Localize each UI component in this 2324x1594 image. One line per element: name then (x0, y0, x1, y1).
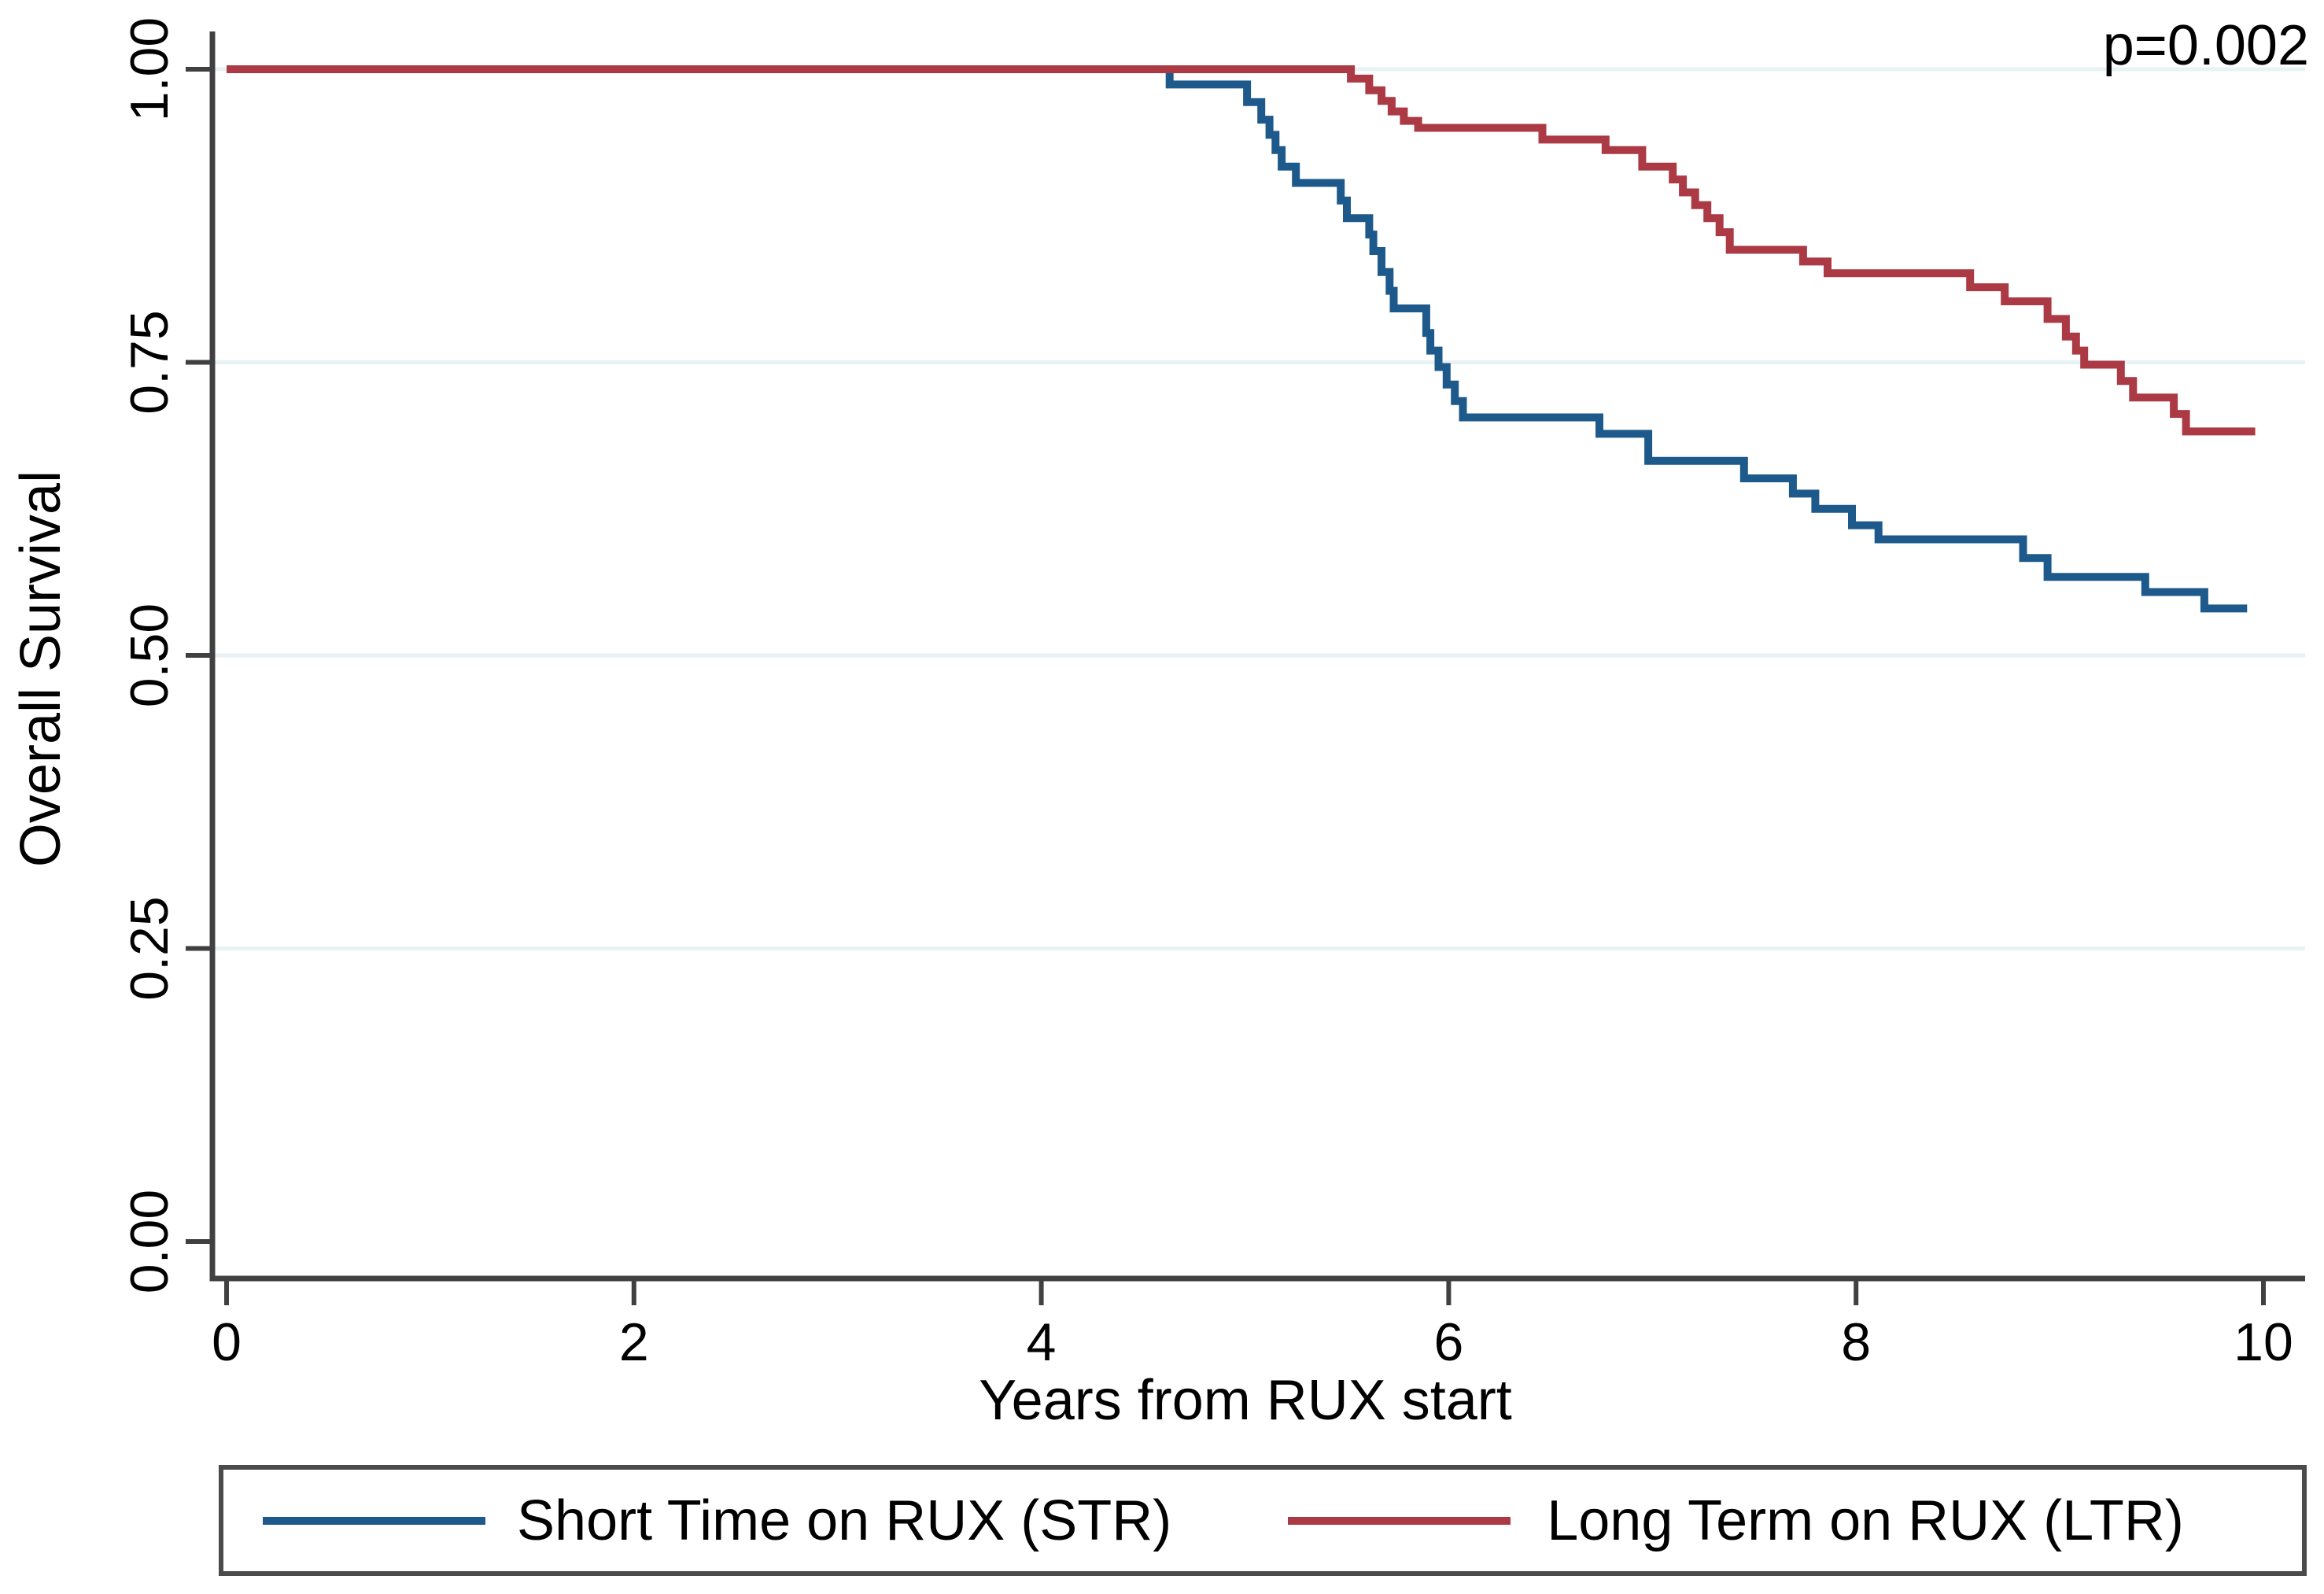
x-tick-label-4: 4 (1027, 1312, 1057, 1372)
x-tick-label-2: 2 (619, 1312, 649, 1372)
ltr-line-swatch (1288, 1516, 1511, 1525)
legend: Short Time on RUX (STR) Long Term on RUX… (219, 1465, 2307, 1576)
x-tick-label-10: 10 (2234, 1312, 2293, 1372)
x-tick-label-6: 6 (1433, 1312, 1463, 1372)
x-axis-title: Years from RUX start (979, 1369, 1512, 1432)
legend-item-ltr: Long Term on RUX (LTR) (1288, 1489, 2184, 1553)
legend-item-str: Short Time on RUX (STR) (263, 1489, 1171, 1553)
y-axis-title: Overall Survival (9, 470, 72, 868)
y-tick-label-0.75: 0.75 (120, 310, 179, 414)
str-survival-curve (227, 65, 2248, 613)
p-value-annotation: p=0.002 (2102, 14, 2309, 77)
legend-label-ltr: Long Term on RUX (LTR) (1547, 1489, 2184, 1552)
y-tick-label-1.00: 1.00 (120, 17, 179, 121)
x-tick-label-0: 0 (212, 1312, 242, 1372)
ltr-survival-curve (227, 65, 2256, 436)
x-tick-label-8: 8 (1841, 1312, 1871, 1372)
str-line-swatch (263, 1516, 485, 1525)
legend-label-str: Short Time on RUX (STR) (517, 1489, 1172, 1552)
y-tick-label-0.50: 0.50 (120, 603, 179, 707)
y-tick-label-0.25: 0.25 (120, 896, 179, 1000)
y-tick-label-0.00: 0.00 (120, 1190, 179, 1293)
